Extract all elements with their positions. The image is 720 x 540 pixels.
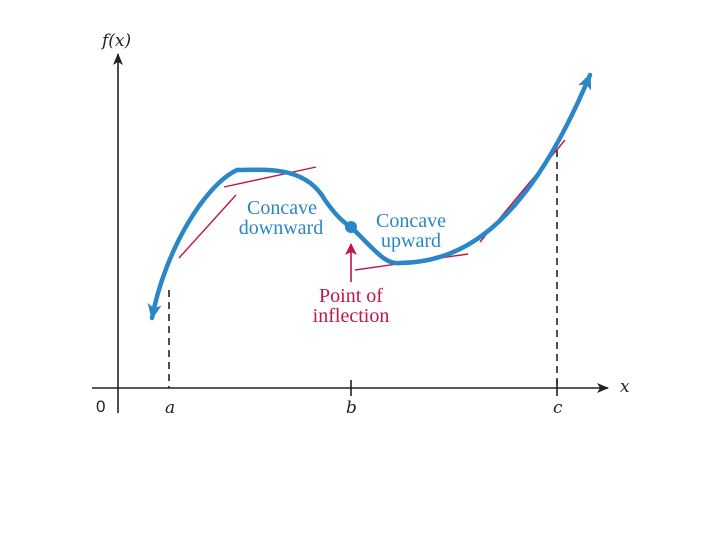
inflection-label-line2: inflection [313,305,390,327]
concave-downward-label-line2: downward [239,217,323,239]
origin-label: 0 [96,397,105,416]
x-axis-label: x [620,377,630,397]
inflection-point-dot [345,221,357,233]
tick-label-b: b [346,398,357,418]
tangent-line-peak [223,166,317,188]
concave-upward-label-line2: upward [381,230,441,252]
function-curve-left-tail [147,167,240,321]
concave-upward-label-line1: Concave [376,210,446,232]
concave-downward-label-line1: Concave [247,197,317,219]
tick-label-c: c [553,398,563,418]
tick-label-a: a [165,398,175,418]
y-axis-label: f(x) [100,31,131,51]
inflection-label-line1: Point of [319,285,383,307]
tangent-line-left [178,194,237,259]
function-curve [234,72,593,266]
